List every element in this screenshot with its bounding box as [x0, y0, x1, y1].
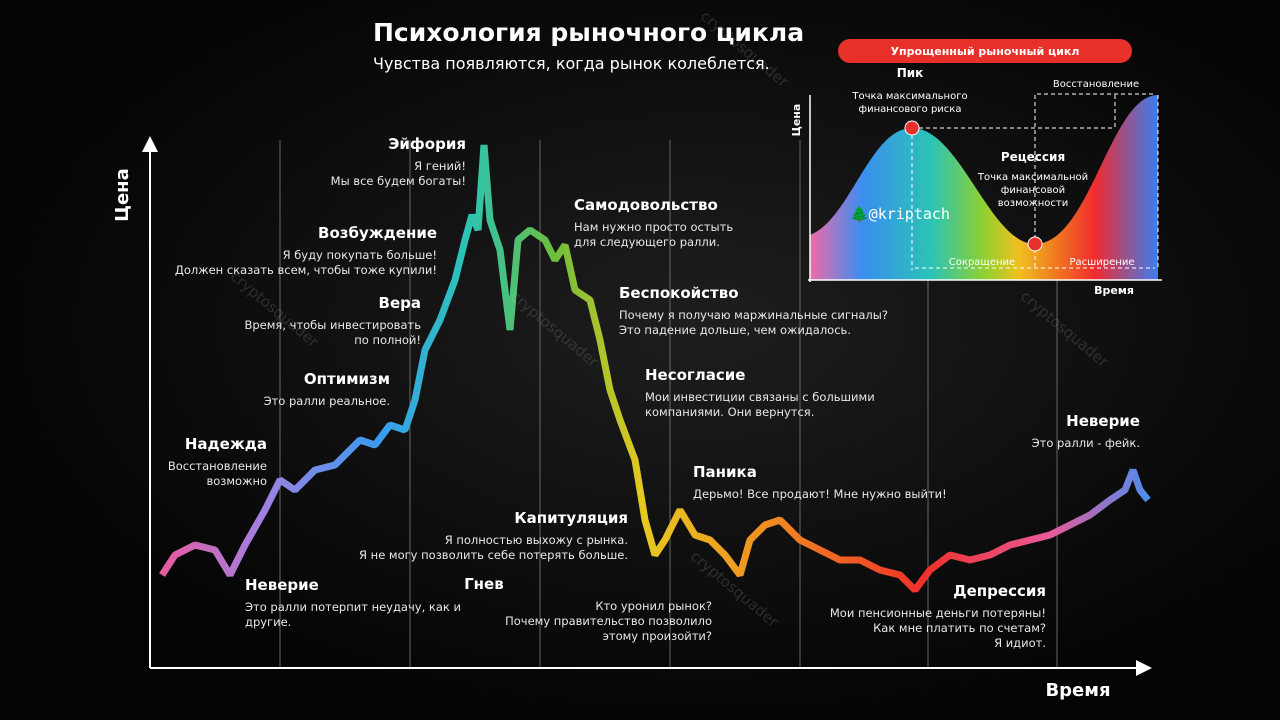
- stage: Неверие Это ралли потерпит неудачу, как и…: [245, 576, 461, 630]
- stage: Несогласие Мои инвестиции связаны с больш…: [645, 366, 875, 420]
- stage: Паника Дерьмо! Все продают! Мне нужно вый…: [693, 463, 947, 502]
- stage-line: Восстановление: [167, 459, 267, 473]
- peak-note: Точка максимального: [851, 91, 967, 102]
- stage-line: для следующего ралли.: [574, 235, 720, 249]
- stage-line: Почему я получаю маржинальные сигналы?: [619, 308, 888, 322]
- stage-name: Неверие: [1066, 412, 1140, 430]
- stage-name: Самодовольство: [574, 196, 718, 214]
- y-axis-label: Цена: [112, 168, 133, 222]
- stage: Гнев Кто уронил рынок? Почему правительств…: [464, 575, 712, 644]
- stage-line: Я гений!: [414, 159, 466, 173]
- stage-name: Несогласие: [645, 366, 746, 384]
- stage-line: возможно: [206, 474, 267, 488]
- stage: Надежда Восстановление возможно: [168, 435, 267, 489]
- recession-note: финансовой: [1001, 185, 1065, 196]
- stage-name: Оптимизм: [303, 370, 390, 388]
- peak-note: финансового риска: [859, 104, 962, 115]
- stage-line: Нам нужно просто остыть: [574, 220, 734, 234]
- stage: Эйфория Я гений! Мы все будем богаты!: [331, 135, 466, 189]
- title: Психология рыночного цикла: [373, 18, 805, 47]
- recession-label: Рецессия: [1001, 150, 1065, 164]
- stage-line: Я полностью выхожу с рынка.: [444, 533, 628, 547]
- inset-y-label: Цена: [790, 104, 803, 137]
- stage: Капитуляция Я полностью выхожу с рынка. Я …: [359, 509, 628, 563]
- stage-name: Беспокойство: [619, 284, 739, 302]
- inset-x-label: Время: [1094, 284, 1134, 297]
- inset-title: Упрощенный рыночный цикл: [891, 45, 1080, 58]
- stage-name: Паника: [693, 463, 757, 481]
- recession-note: Точка максимальной: [977, 172, 1088, 183]
- inset-handle: 🌲@kriptach: [850, 205, 950, 223]
- stage-name: Эйфория: [388, 135, 466, 153]
- stage-line: Это ралли реальное.: [263, 394, 390, 408]
- stage-name: Неверие: [245, 576, 319, 594]
- stage-line: другие.: [245, 615, 292, 629]
- stage-line: Это ралли потерпит неудачу, как и: [245, 600, 461, 614]
- stage: Самодовольство Нам нужно просто остыть для…: [574, 196, 733, 250]
- stage-line: Дерьмо! Все продают! Мне нужно выйти!: [693, 487, 947, 501]
- stage-line: Я идиот.: [994, 636, 1046, 650]
- trough-dot: [1027, 236, 1043, 252]
- stage-line: Как мне платить по счетам?: [873, 621, 1046, 635]
- stage: Оптимизм Это ралли реальное.: [264, 370, 390, 409]
- stage-name: Гнев: [464, 575, 504, 593]
- stage-line: Почему правительство позволило: [505, 614, 712, 628]
- stage-line: Кто уронил рынок?: [595, 599, 712, 613]
- inset-title-pill: [838, 39, 1132, 63]
- recovery-label: Восстановление: [1053, 79, 1139, 90]
- peak-dot: [904, 120, 920, 136]
- stage-line: Мои инвестиции связаны с большими: [645, 390, 875, 404]
- inset-cycle-area: [810, 95, 1158, 280]
- stage: Вера Время, чтобы инвестировать по полной!: [244, 294, 421, 348]
- stage-line: Это падение дольше, чем ожидалось.: [619, 323, 851, 337]
- stage-name: Депрессия: [953, 582, 1046, 600]
- stage-line: Мои пенсионные деньги потеряны!: [829, 606, 1046, 620]
- stage-line: компаниями. Они вернутся.: [645, 405, 815, 419]
- stage-name: Вера: [378, 294, 421, 312]
- stage-line: Мы все будем богаты!: [330, 174, 466, 188]
- stage-line: по полной!: [354, 333, 421, 347]
- stage-line: Время, чтобы инвестировать: [244, 318, 421, 332]
- expansion-label: Расширение: [1070, 257, 1135, 268]
- stage-name: Капитуляция: [514, 509, 628, 527]
- stage-name: Надежда: [184, 435, 267, 453]
- stage: Депрессия Мои пенсионные деньги потеряны!…: [830, 582, 1046, 651]
- stage-line: Я буду покупать больше!: [282, 248, 437, 262]
- stage-line: Должен сказать всем, чтобы тоже купили!: [174, 263, 437, 277]
- stage-line: Я не могу позволить себе потерять больше…: [359, 548, 628, 562]
- time-dividers: [279, 140, 1058, 668]
- stage: Беспокойство Почему я получаю маржинальны…: [619, 284, 888, 338]
- x-axis-label: Время: [1045, 680, 1110, 701]
- stage-name: Возбуждение: [318, 224, 437, 242]
- stage-line: Это ралли - фейк.: [1031, 436, 1140, 450]
- stage: Возбуждение Я буду покупать больше! Должен…: [175, 224, 437, 278]
- peak-label: Пик: [897, 66, 924, 80]
- subtitle: Чувства появляются, когда рынок колеблет…: [373, 54, 770, 73]
- stage-line: этому произойти?: [602, 629, 712, 643]
- inset-guides: [911, 93, 1159, 270]
- contraction-label: Сокращение: [949, 257, 1015, 268]
- price-curve: [159, 144, 1151, 593]
- stage: Неверие Это ралли - фейк.: [1032, 412, 1140, 451]
- recession-note: возможности: [998, 198, 1068, 209]
